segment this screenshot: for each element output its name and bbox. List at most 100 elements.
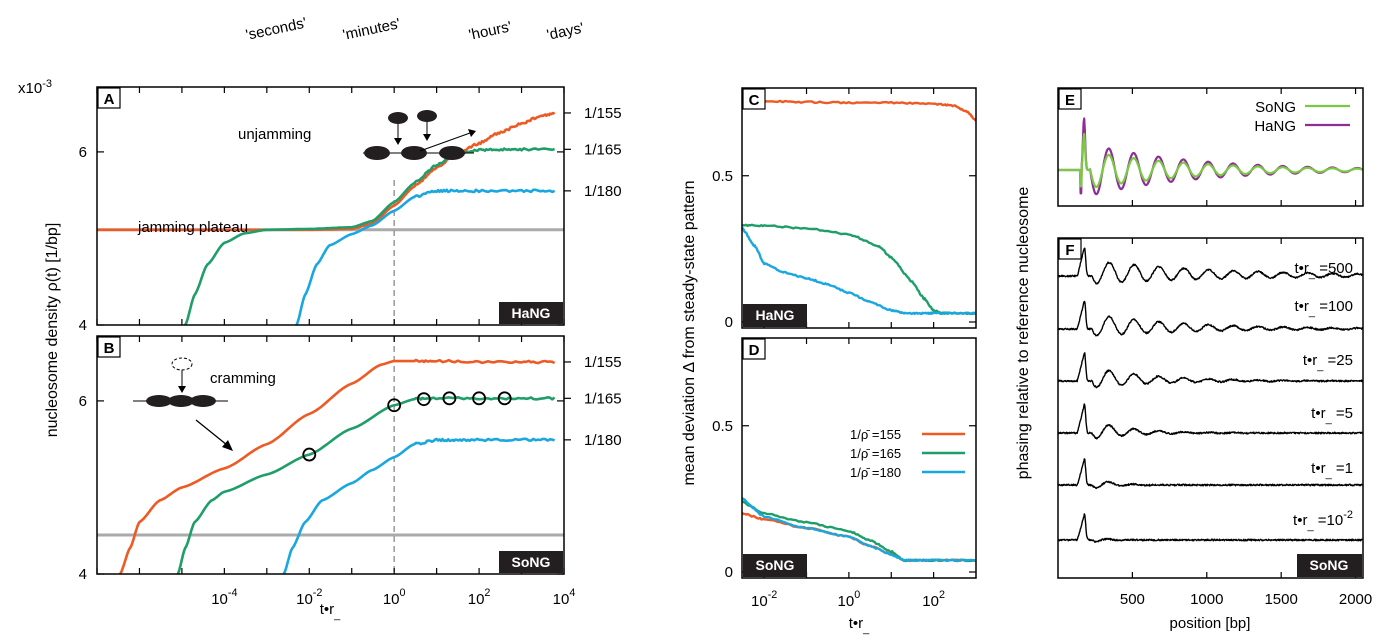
x-tick-label: 10-2 — [296, 587, 322, 608]
series-line-1 — [97, 111, 556, 232]
panel-a-badge — [499, 302, 563, 324]
right-label: 1/155 — [584, 354, 622, 371]
cramming-schematic-icon — [133, 357, 233, 451]
panel-f-badge — [1297, 554, 1362, 577]
x-tick-label: 102 — [922, 589, 945, 610]
trace-line — [1057, 458, 1364, 490]
y-tick-label: 6 — [79, 393, 87, 410]
panel-a-letter-box — [97, 87, 121, 109]
legend-label: HaNG — [1254, 118, 1296, 135]
y-tick-label: 4 — [79, 317, 87, 334]
panel-e-legend: SoNG HaNG — [1254, 99, 1350, 135]
x-tick-label: 102 — [468, 587, 491, 608]
panel-f-letter-box — [1058, 238, 1082, 260]
panel-f-frame — [1057, 237, 1364, 579]
x-tick-label: 10-2 — [751, 589, 777, 610]
x-label-base: t•r — [849, 615, 863, 632]
legend-label: SoNG — [1255, 99, 1296, 116]
panel-d-frame — [741, 337, 977, 579]
panel-e-letter-box — [1058, 88, 1082, 110]
y-tick-label: 0.5 — [712, 168, 733, 185]
trace-label: t•r_ =500 — [1294, 260, 1353, 280]
panel-c-frame — [741, 87, 977, 329]
panel-e-series — [1057, 117, 1364, 196]
series-line-3 — [282, 437, 556, 575]
annotation-jamming-plateau: jamming plateau — [137, 219, 248, 236]
x-tick-label: 100 — [383, 587, 406, 608]
annotation-unjamming: unjamming — [238, 126, 311, 143]
marker-circle — [442, 391, 457, 406]
panel-d-x-axis-label: t•r_ — [849, 615, 870, 635]
series-line-2 — [176, 396, 556, 575]
x-tick-label: 100 — [838, 589, 861, 610]
time-scale-labels: 'seconds' 'minutes' 'hours' 'days' — [244, 14, 585, 43]
panel-c: 0 0.5 C HaNG — [712, 87, 977, 331]
panel-d-letter-box — [742, 338, 766, 360]
series-line-1 — [119, 358, 556, 575]
trace-line — [1057, 403, 1364, 440]
unjamming-schematic-icon — [363, 110, 476, 160]
right-label: 1/155 — [584, 105, 622, 122]
panel-b-markers — [302, 391, 512, 462]
legend-label: 1/ρ̄ =155 — [850, 427, 901, 442]
panel-a-x-ticks — [96, 87, 565, 325]
panel-a-y-ticks: 46 — [79, 144, 564, 334]
y-axis-label-deviation: mean deviation Δ from steady-state patte… — [681, 180, 698, 485]
x-tick-label: 2000 — [1339, 591, 1372, 608]
time-label-days: 'days' — [545, 19, 585, 43]
panel-a-frame — [96, 86, 565, 326]
x-tick-label: 104 — [553, 587, 576, 608]
panel-b-letter-box — [97, 336, 121, 358]
panel-f-x-ticks: 500 1000 1500 2000 — [1120, 238, 1372, 608]
time-label-hours: 'hours' — [467, 18, 513, 44]
panel-b-x-ticks: 10-4 10-2 100 102 104 — [96, 336, 576, 608]
series-line-hang — [1057, 117, 1364, 196]
panel-c-badge-label: HaNG — [756, 307, 795, 323]
panel-c-letter: C — [749, 92, 760, 109]
annotation-cramming: cramming — [210, 370, 276, 387]
trace-line — [1057, 352, 1364, 389]
trace-label: t•r_ =5 — [1311, 405, 1353, 425]
panel-d-badge-label: SoNG — [756, 557, 795, 573]
panel-a-badge-label: HaNG — [512, 305, 551, 321]
trace-label: t•r_ =25 — [1303, 352, 1353, 372]
panel-f-trace-labels: t•r_ =500 t•r_ =100 t•r_ =25 t•r_ =5 t•r_ =1… — [1293, 260, 1353, 532]
y-tick-label: 0 — [725, 564, 733, 581]
x-label-sub: _ — [333, 609, 341, 621]
x-tick-label: 10-4 — [211, 587, 237, 608]
panel-c-badge — [743, 304, 807, 327]
panel-e-frame — [1057, 87, 1364, 207]
panel-d-legend: 1/ρ̄ =155 1/ρ̄ =165 1/ρ̄ =180 — [850, 427, 965, 480]
series-line-3 — [741, 226, 977, 316]
panel-c-series — [741, 99, 977, 316]
x-tick-label: 500 — [1120, 591, 1145, 608]
panel-a-guides — [97, 180, 564, 325]
y-axis-label-density: nucleosome density ρ(t) [1/bp] — [44, 223, 61, 438]
series-line-1 — [741, 99, 977, 122]
panel-d-y-ticks: 00.5 — [712, 418, 976, 581]
panel-b-letter: B — [104, 340, 115, 357]
panel-a-right-labels: 1/155 1/165 1/180 — [564, 105, 622, 200]
trace-line — [1057, 300, 1364, 337]
x-tick-label: 1500 — [1264, 591, 1297, 608]
right-label: 1/180 — [584, 432, 622, 449]
time-label-minutes: 'minutes' — [341, 15, 402, 44]
marker-circle — [472, 391, 486, 406]
series-line-song — [1057, 132, 1364, 188]
time-label-seconds: 'seconds' — [244, 14, 308, 43]
y-multiplier-exponent: -3 — [42, 78, 52, 90]
marker-circle — [416, 392, 431, 407]
trace-label: t•r_ =100 — [1294, 298, 1353, 318]
panel-d-badge — [743, 554, 807, 577]
series-line-2 — [184, 147, 556, 326]
panel-b-y-ticks: 46 — [79, 393, 564, 583]
panel-a-series — [97, 111, 556, 326]
marker-circle — [302, 447, 317, 462]
panel-b-frame — [96, 335, 565, 575]
trace-line — [1057, 247, 1364, 285]
panel-b-x-axis-label: t•r_ — [320, 601, 341, 621]
right-label: 1/180 — [584, 183, 622, 200]
